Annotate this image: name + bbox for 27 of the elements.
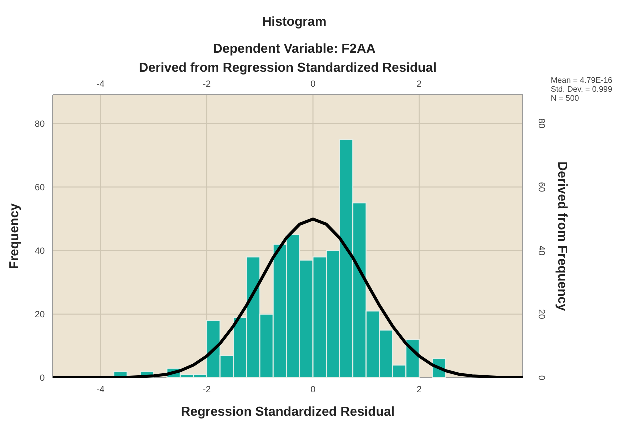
- x2-tick-label: 2: [416, 384, 422, 394]
- x2-tick-label: -4: [96, 384, 105, 394]
- y2-tick-label: 80: [537, 118, 547, 129]
- text: Std. Dev. = 0.999: [551, 85, 613, 94]
- x-axis-title: Regression Standardized Residual: [181, 404, 395, 419]
- y2-tick-label: 0: [537, 375, 547, 381]
- x2-axis-title: Derived from Regression Standardized Residual: [139, 60, 437, 76]
- y-axis-title: Frequency: [6, 202, 22, 270]
- y2-tick-label: 60: [537, 182, 547, 192]
- x-tick-label: 2: [416, 79, 422, 89]
- y-tick-label: 60: [34, 182, 45, 192]
- x-tick-label: -2: [203, 79, 212, 89]
- y2-axis-title: Derived from Frequency: [555, 162, 570, 312]
- text: N = 500: [551, 94, 580, 103]
- x-tick-label: -4: [96, 79, 105, 89]
- y-tick-label: 0: [40, 373, 45, 384]
- text: Mean = 4.79E-16: [551, 76, 613, 85]
- chart-subtitle: Dependent Variable: F2AA: [212, 41, 377, 56]
- y-tick-label: 80: [34, 118, 45, 129]
- chart-title: Histogram: [261, 14, 328, 29]
- y-tick-label: 20: [34, 310, 45, 320]
- y2-tick-label: 20: [537, 309, 547, 320]
- x-tick-label: 0: [310, 79, 316, 89]
- y-tick-label: 40: [34, 246, 45, 256]
- x2-tick-label: 0: [310, 384, 316, 394]
- x2-tick-label: -2: [203, 384, 212, 394]
- y2-tick-label: 40: [537, 246, 547, 256]
